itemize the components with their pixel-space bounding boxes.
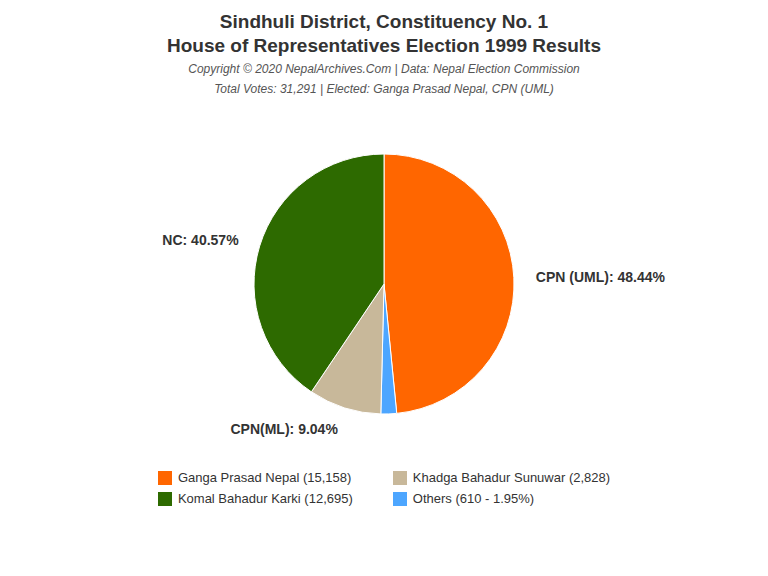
html-text:Sindhuli District, Constituenc: Sindhuli District, Constituency No. 1: [219, 11, 549, 32]
html-text:Komal Bahadur Karki (12,695): Komal Bahadur Karki (12,695): [177, 491, 353, 506]
html-text:Total Votes: 31,291 | Elected:: Total Votes: 31,291 | Elected: Ganga Pra…: [214, 82, 554, 96]
html-text:Others (610 - 1.95%): Others (610 - 1.95%): [412, 491, 535, 506]
html-text:Copyright © 2020 NepalArchives: Copyright © 2020 NepalArchives.Com | Dat…: [188, 62, 580, 76]
html-text:Khadga Bahadur Sunuwar (2,828): Khadga Bahadur Sunuwar (2,828): [412, 470, 611, 485]
svg-text:CPN(ML): 9.04%: CPN(ML): 9.04%: [230, 421, 338, 437]
html-text:House of Representatives Elect: House of Representatives Election 1999 R…: [167, 35, 601, 56]
html-text:Ganga Prasad Nepal (15,158): Ganga Prasad Nepal (15,158): [177, 470, 352, 485]
svg-text:NC: 40.57%: NC: 40.57%: [162, 232, 239, 248]
svg-text:CPN (UML): 48.44%: CPN (UML): 48.44%: [536, 269, 666, 285]
